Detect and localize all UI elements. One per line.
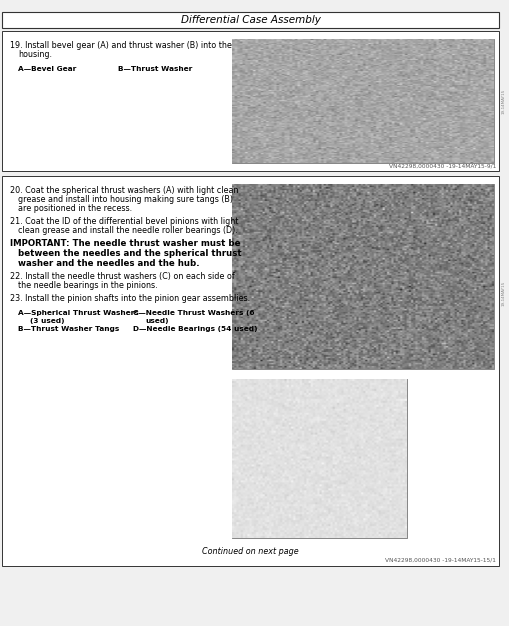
- Bar: [2, 12, 498, 28]
- Text: (3 used): (3 used): [30, 318, 64, 324]
- Text: 19-14MAY15: 19-14MAY15: [501, 280, 505, 305]
- Text: 19-14MAY15: 19-14MAY15: [501, 88, 505, 114]
- Text: VN42298,0000430 -19-14MAY15-9/1: VN42298,0000430 -19-14MAY15-9/1: [388, 163, 495, 168]
- Text: housing.: housing.: [18, 50, 52, 59]
- Bar: [232, 379, 406, 538]
- Text: are positioned in the recess.: are positioned in the recess.: [18, 204, 132, 213]
- Text: Differential Case Assembly: Differential Case Assembly: [180, 15, 320, 25]
- Bar: [2, 31, 498, 171]
- Text: Continued on next page: Continued on next page: [202, 548, 298, 557]
- Text: grease and install into housing making sure tangs (B): grease and install into housing making s…: [18, 195, 233, 204]
- Text: 22. Install the needle thrust washers (C) on each side of: 22. Install the needle thrust washers (C…: [10, 272, 234, 281]
- Text: washer and the needles and the hub.: washer and the needles and the hub.: [18, 259, 199, 268]
- Text: 23. Install the pinion shafts into the pinion gear assemblies.: 23. Install the pinion shafts into the p…: [10, 294, 249, 303]
- Text: 19. Install bevel gear (A) and thrust washer (B) into the: 19. Install bevel gear (A) and thrust wa…: [10, 41, 232, 50]
- Text: clean grease and install the needle roller bearings (D).: clean grease and install the needle roll…: [18, 226, 237, 235]
- Text: IMPORTANT: The needle thrust washer must be: IMPORTANT: The needle thrust washer must…: [10, 239, 240, 248]
- Text: A—Bevel Gear: A—Bevel Gear: [18, 66, 76, 72]
- Text: B—Thrust Washer Tangs: B—Thrust Washer Tangs: [18, 326, 119, 332]
- Text: between the needles and the spherical thrust: between the needles and the spherical th…: [18, 249, 241, 258]
- Text: A—Spherical Thrust Washers: A—Spherical Thrust Washers: [18, 310, 138, 316]
- Text: 21. Coat the ID of the differential bevel pinions with light: 21. Coat the ID of the differential beve…: [10, 217, 238, 226]
- Text: B—Thrust Washer: B—Thrust Washer: [118, 66, 192, 72]
- Bar: [2, 176, 498, 566]
- Bar: [232, 39, 493, 163]
- Text: VN42298,0000430 -19-14MAY15-15/1: VN42298,0000430 -19-14MAY15-15/1: [384, 558, 495, 563]
- Text: C—Needle Thrust Washers (6: C—Needle Thrust Washers (6: [133, 310, 254, 316]
- Text: the needle bearings in the pinions.: the needle bearings in the pinions.: [18, 281, 157, 290]
- Bar: [232, 184, 493, 369]
- Text: D—Needle Bearings (54 used): D—Needle Bearings (54 used): [133, 326, 257, 332]
- Text: used): used): [145, 318, 168, 324]
- Text: 20. Coat the spherical thrust washers (A) with light clean: 20. Coat the spherical thrust washers (A…: [10, 186, 238, 195]
